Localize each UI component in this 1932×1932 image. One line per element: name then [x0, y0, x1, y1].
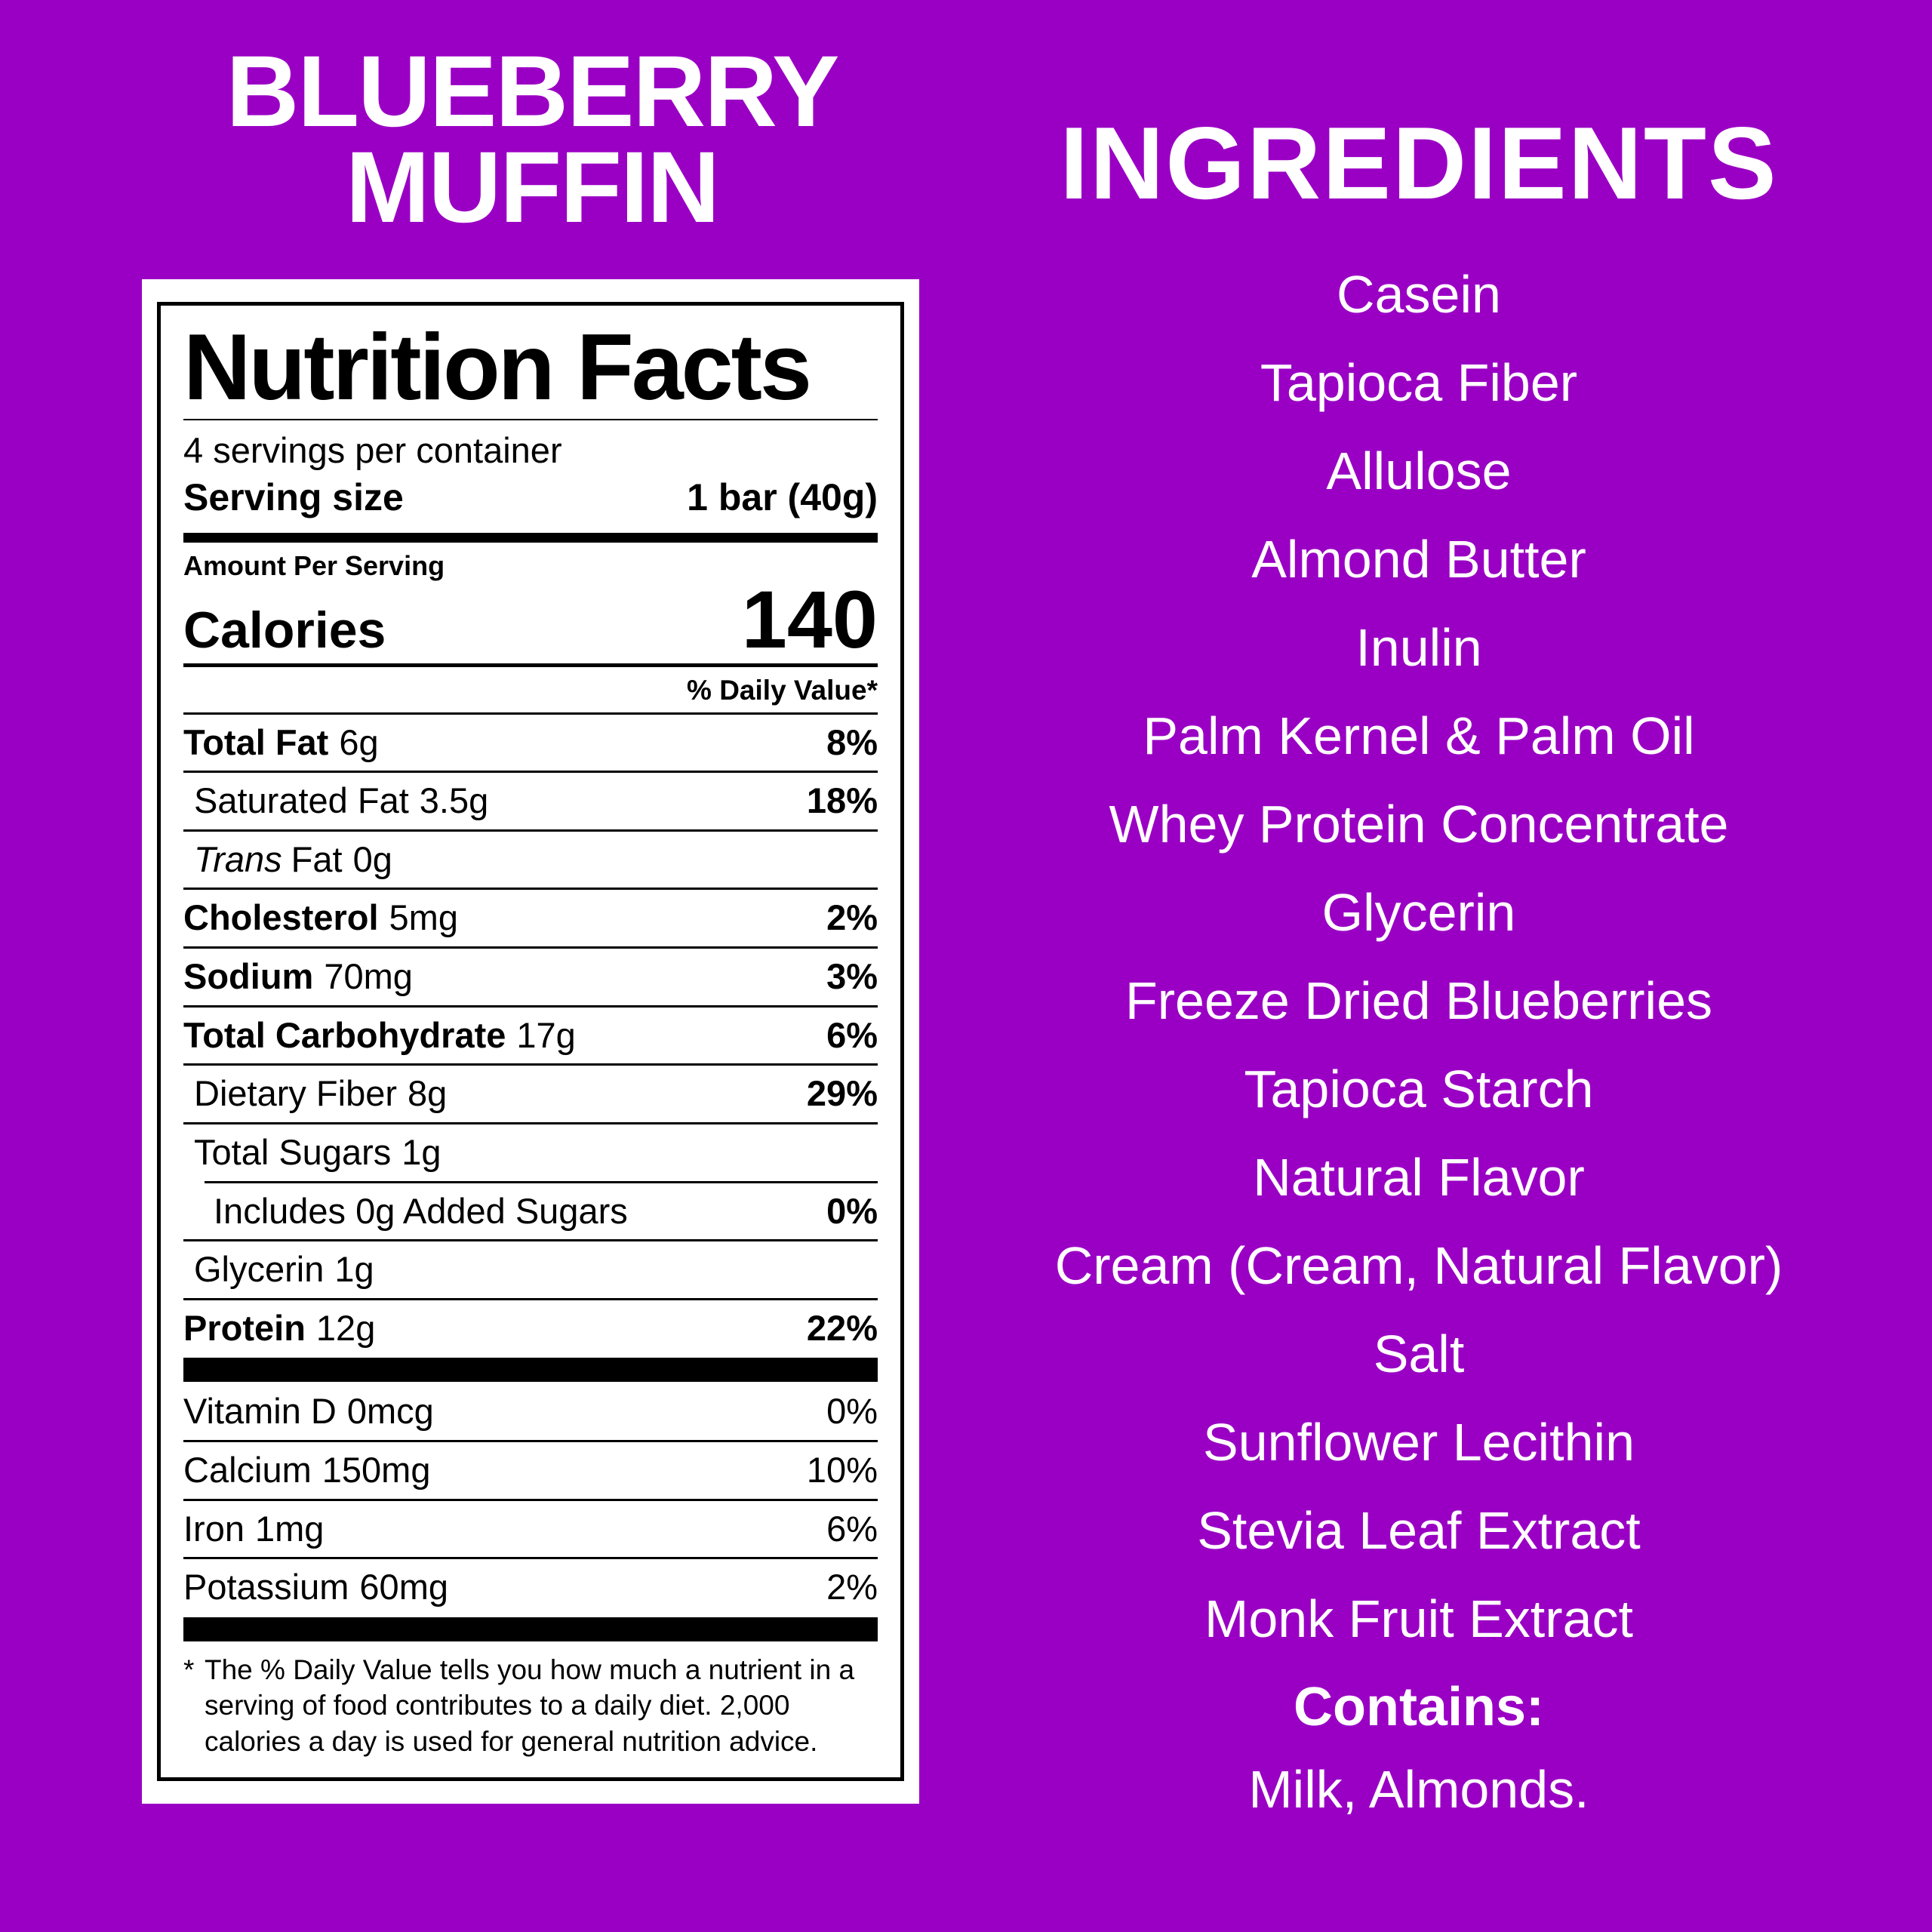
nutrient-name: Protein 12g: [183, 1307, 376, 1348]
nutrient-row: Iron 1mg 6%: [183, 1498, 878, 1558]
divider-bar-medium: [183, 663, 878, 667]
nutrition-facts-panel: Nutrition Facts 4 servings per container…: [142, 279, 919, 1804]
nutrient-name: Cholesterol 5mg: [183, 897, 458, 938]
nutrient-name: Iron 1mg: [183, 1508, 325, 1549]
nutrient-row: Calcium 150mg 10%: [183, 1440, 878, 1499]
nutrient-daily-value: 6%: [826, 1508, 878, 1549]
nutrient-row: Trans Fat 0g: [183, 829, 878, 888]
nutrient-row: Cholesterol 5mg 2%: [183, 888, 878, 946]
divider-bar-thick: [183, 1617, 878, 1641]
nutrient-daily-value: 0%: [826, 1391, 878, 1432]
nutrient-daily-value: 18%: [806, 780, 878, 821]
footnote-asterisk: *: [183, 1654, 195, 1685]
footnote-text: The % Daily Value tells you how much a n…: [205, 1654, 855, 1757]
ingredient-item: Casein: [1337, 265, 1501, 324]
nutrient-name: Trans Fat 0g: [194, 838, 392, 879]
contains-value: Milk, Almonds.: [1248, 1760, 1589, 1819]
nutrient-row: Saturated Fat 3.5g 18%: [183, 771, 878, 829]
calories-label: Calories: [183, 601, 386, 659]
serving-size-value: 1 bar (40g): [687, 475, 878, 518]
amount-per-serving-label: Amount Per Serving: [183, 549, 445, 581]
ingredient-item: Palm Kernel & Palm Oil: [1143, 706, 1695, 765]
ingredient-item: Monk Fruit Extract: [1204, 1589, 1633, 1648]
ingredient-item: Glycerin: [1321, 883, 1516, 942]
serving-size-label: Serving size: [183, 475, 404, 518]
nutrient-row: Protein 12g 22%: [183, 1297, 878, 1357]
nutrition-facts-heading: Nutrition Facts: [183, 315, 812, 420]
product-title-line1: BLUEBERRY: [226, 35, 840, 148]
nutrient-row: Total Fat 6g 8%: [183, 712, 878, 771]
ingredients-heading: INGREDIENTS: [1060, 106, 1778, 220]
product-title-line2: MUFFIN: [345, 131, 720, 245]
ingredient-item: Freeze Dried Blueberries: [1124, 971, 1713, 1030]
ingredient-item: Cream (Cream, Natural Flavor): [1054, 1236, 1783, 1295]
nutrient-row: Glycerin 1g: [183, 1239, 878, 1298]
nutrient-daily-value: 8%: [826, 721, 878, 762]
nutrient-daily-value: 6%: [826, 1014, 878, 1055]
nutrient-row: Total Carbohydrate 17g 6%: [183, 1004, 878, 1064]
nutrient-daily-value: 10%: [806, 1450, 878, 1491]
ingredients-panel: INGREDIENTS Casein Tapioca Fiber Allulose A…: [932, 112, 1906, 1827]
daily-value-footnote: * The % Daily Value tells you how much a…: [183, 1643, 878, 1759]
nutrition-facts-border: Nutrition Facts 4 servings per container…: [157, 302, 904, 1781]
product-title: BLUEBERRY MUFFIN: [113, 35, 951, 245]
nutrient-daily-value: 2%: [826, 1567, 878, 1607]
daily-value-heading: % Daily Value*: [687, 674, 878, 706]
ingredient-item: Tapioca Starch: [1244, 1060, 1594, 1118]
nutrient-row: Total Sugars 1g: [183, 1121, 878, 1181]
ingredients-list: Casein Tapioca Fiber Allulose Almond Butter…: [932, 251, 1906, 1663]
nutrient-daily-value: 2%: [826, 897, 878, 938]
nutrient-row: Includes 0g Added Sugars 0%: [205, 1180, 878, 1240]
ingredient-item: Sunflower Lecithin: [1203, 1413, 1635, 1472]
nutrient-name: Vitamin D 0mcg: [183, 1391, 434, 1432]
ingredient-item: Inulin: [1355, 618, 1482, 677]
servings-per-container: 4 servings per container: [183, 429, 562, 470]
nutrient-name: Calcium 150mg: [183, 1450, 431, 1491]
nutrient-rows: Total Fat 6g 8% Saturated Fat 3.5g 18% Tra…: [183, 712, 878, 1643]
nutrient-name: Dietary Fiber 8g: [194, 1073, 448, 1114]
divider-thin: [183, 419, 878, 420]
calories-row: Calories 140: [183, 573, 878, 665]
nutrient-name: Saturated Fat 3.5g: [194, 780, 489, 821]
nutrient-row: Dietary Fiber 8g 29%: [183, 1063, 878, 1122]
ingredient-item: Stevia Leaf Extract: [1197, 1501, 1641, 1560]
nutrient-name: Potassium 60mg: [183, 1567, 448, 1607]
ingredient-item: Salt: [1373, 1324, 1465, 1383]
divider-bar-thick: [183, 1358, 878, 1383]
divider-bar-thick: [183, 532, 878, 543]
nutrient-row: Sodium 70mg 3%: [183, 946, 878, 1005]
nutrient-daily-value: 29%: [806, 1073, 878, 1114]
nutrient-daily-value: 0%: [826, 1190, 878, 1231]
ingredient-item: Almond Butter: [1251, 530, 1586, 589]
contains-label: Contains:: [1294, 1677, 1544, 1737]
serving-size-row: Serving size 1 bar (40g): [183, 472, 878, 531]
ingredient-item: Allulose: [1326, 441, 1512, 500]
nutrient-daily-value: 22%: [806, 1307, 878, 1348]
nutrient-name: Includes 0g Added Sugars: [214, 1190, 628, 1231]
nutrient-name: Total Carbohydrate 17g: [183, 1014, 576, 1055]
nutrient-row: Potassium 60mg 2%: [183, 1557, 878, 1616]
nutrient-name: Total Sugars 1g: [194, 1131, 441, 1172]
calories-value: 140: [741, 573, 878, 665]
nutrient-name: Total Fat 6g: [183, 721, 379, 762]
nutrient-row: Vitamin D 0mcg 0%: [183, 1383, 878, 1440]
nutrient-name: Sodium 70mg: [183, 956, 413, 997]
ingredient-item: Whey Protein Concentrate: [1109, 795, 1729, 854]
nutrient-name: Glycerin 1g: [194, 1249, 374, 1290]
nutrient-daily-value: 3%: [826, 956, 878, 997]
ingredient-item: Tapioca Fiber: [1260, 353, 1578, 412]
ingredient-item: Natural Flavor: [1253, 1148, 1585, 1207]
